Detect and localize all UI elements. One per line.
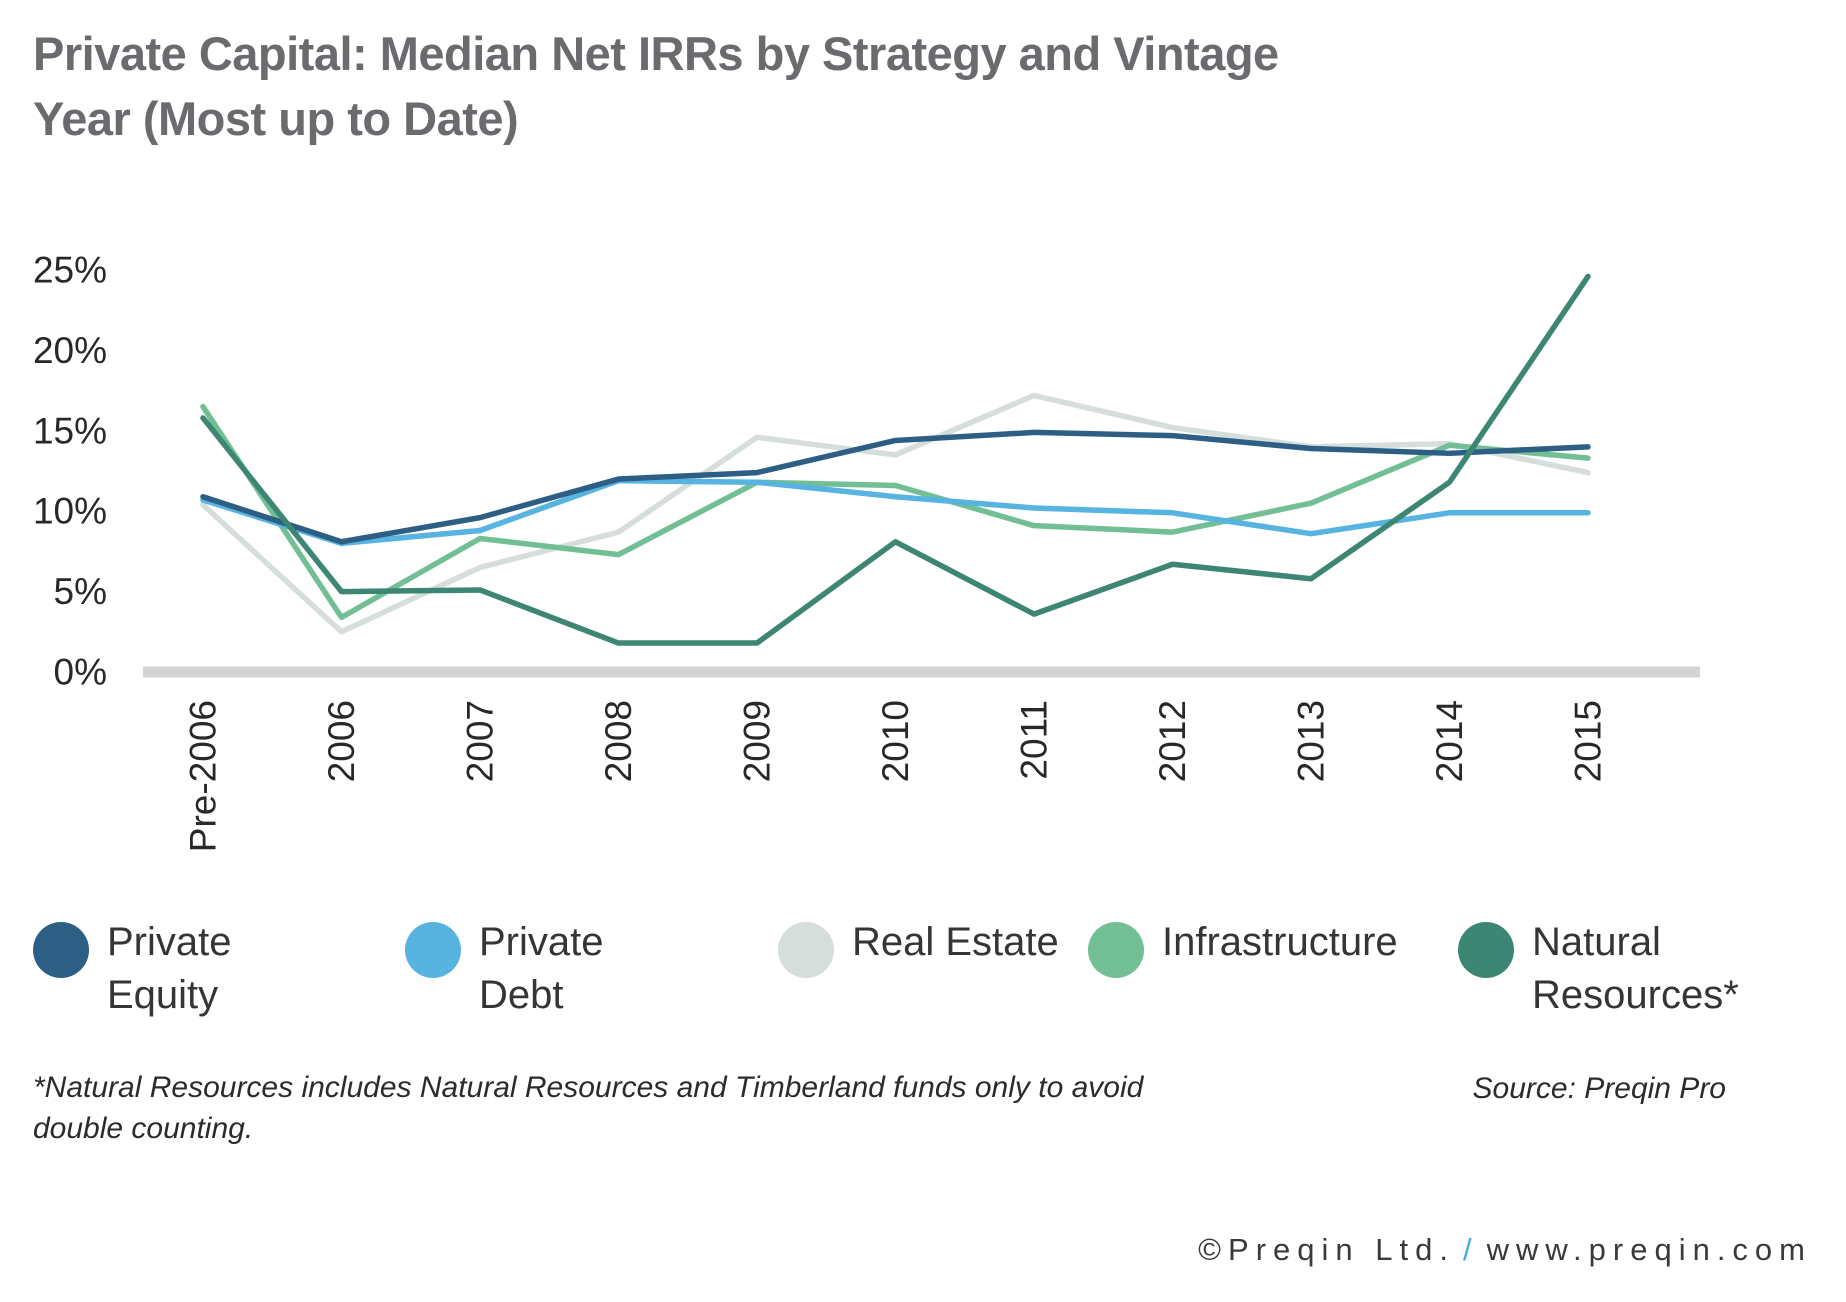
legend-item-infrastructure: Infrastructure: [1088, 916, 1398, 978]
y-axis-label: 15%: [33, 410, 107, 451]
y-axis-label: 25%: [33, 250, 107, 291]
legend-label-private-debt: Private Debt: [479, 920, 604, 1017]
y-axis-label: 0%: [54, 652, 107, 693]
legend-item-natural-resources: Natural Resources*: [1458, 916, 1747, 1022]
legend-dot-private-debt: [405, 922, 461, 978]
x-axis-label: 2014: [1429, 700, 1470, 782]
legend-label-real-estate: Real Estate: [852, 920, 1059, 964]
series-line-private-debt: [200, 477, 1591, 547]
series-line-natural-resources: [200, 273, 1591, 646]
copyright-url: www.preqin.com: [1486, 1232, 1812, 1267]
x-axis-label: 2009: [737, 700, 778, 782]
x-axis-label: 2015: [1568, 700, 1609, 782]
y-axis-label: 20%: [33, 330, 107, 371]
source-attribution: Source: Preqin Pro: [1472, 1072, 1726, 1105]
chart-title: Private Capital: Median Net IRRs by Stra…: [33, 27, 1279, 145]
legend-dot-private-equity: [33, 922, 89, 978]
copyright-text: ©Preqin Ltd.: [1198, 1232, 1455, 1267]
chart-legend: Private Equity Private Debt Real Estate Inf…: [0, 916, 1846, 1056]
x-axis-label: 2008: [598, 700, 639, 782]
x-axis-label: 2010: [875, 700, 916, 782]
footnote: *Natural Resources includes Natural Reso…: [33, 1071, 1144, 1145]
legend-label-infrastructure: Infrastructure: [1162, 920, 1398, 964]
x-axis-label: 2013: [1291, 700, 1332, 782]
legend-item-private-debt: Private Debt: [405, 916, 694, 1022]
series-line-real-estate: [200, 392, 1591, 635]
legend-dot-natural-resources: [1458, 922, 1514, 978]
legend-label-natural-resources: Natural Resources*: [1532, 920, 1739, 1017]
x-axis-label: 2011: [1014, 700, 1055, 780]
x-axis-label: 2007: [460, 700, 501, 782]
copyright-line: ©Preqin Ltd. / www.preqin.com: [1198, 1232, 1812, 1268]
x-axis-label: 2012: [1152, 700, 1193, 782]
x-axis-label: 2006: [321, 700, 362, 782]
legend-dot-real-estate: [778, 922, 834, 978]
x-axis-label: Pre-2006: [183, 700, 224, 852]
legend-item-real-estate: Real Estate: [778, 916, 1059, 978]
legend-item-private-equity: Private Equity: [33, 916, 322, 1022]
legend-label-private-equity: Private Equity: [107, 920, 232, 1017]
copyright-separator: /: [1462, 1232, 1479, 1267]
y-axis-label: 5%: [54, 571, 107, 612]
legend-dot-infrastructure: [1088, 922, 1144, 978]
y-axis-label: 10%: [33, 491, 107, 532]
series-line-private-equity: [200, 429, 1591, 545]
series-line-infrastructure: [200, 403, 1591, 621]
